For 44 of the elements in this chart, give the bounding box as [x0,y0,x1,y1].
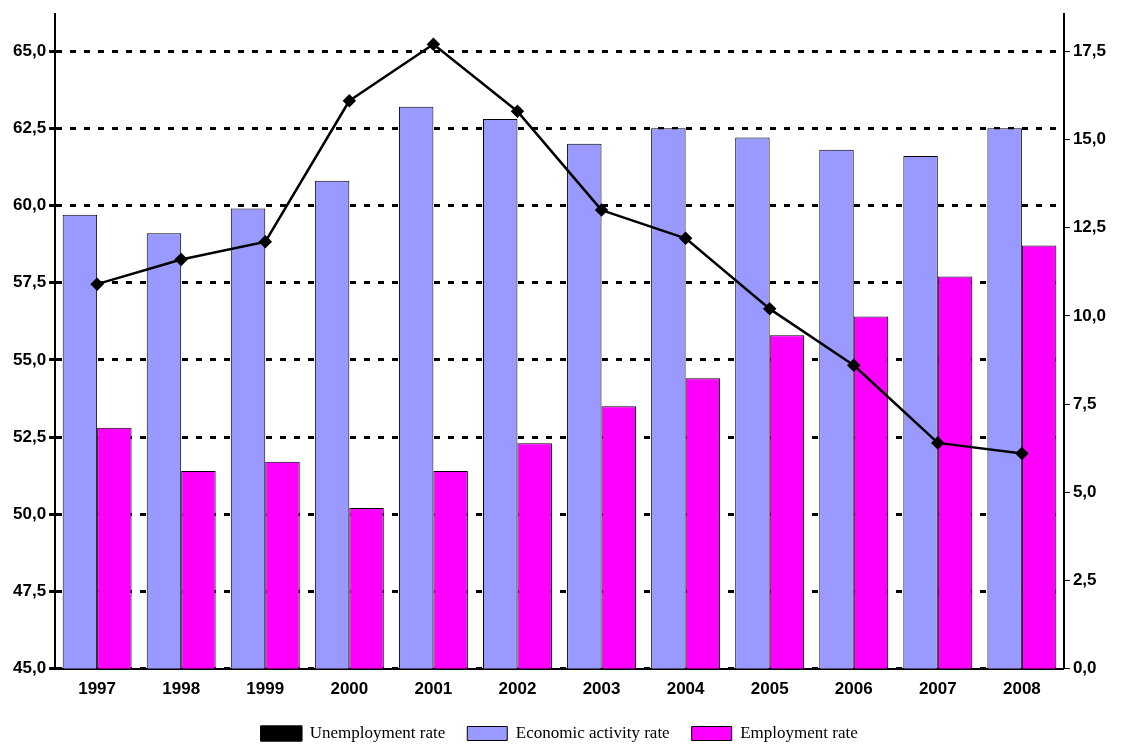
y2-tick-label: 12,5 [1072,217,1107,237]
point [343,94,356,108]
y2-tick-label: 17,5 [1072,41,1107,61]
y-tick-label: 55,0 [12,349,47,369]
point [174,253,188,266]
y-tick-label: 57,5 [12,272,47,292]
point [1015,447,1029,460]
point [259,235,272,249]
y2-tick-label: 2,5 [1072,570,1097,590]
y-tick-label: 60,0 [12,195,47,215]
x-tick-label: 2001 [414,679,453,699]
y-tick-label: 50,0 [12,503,47,523]
y2-tick-label: 10,0 [1072,305,1107,325]
x-tick-label: 2003 [582,679,621,699]
legend-label: Economic activity rate [515,722,670,742]
x-tick-label: 2006 [834,679,873,699]
point [90,277,104,291]
point [679,232,692,245]
x-tick-label: 2000 [330,679,369,699]
y-tick-label: 47,5 [12,581,47,601]
x-tick-label: 2007 [918,679,957,699]
legend-label: Unemployment rate [309,722,446,742]
y2-tick-label: 0,0 [1072,658,1097,678]
point [763,302,776,316]
y-tick-label: 65,0 [12,40,47,60]
y2-tick-label: 15,0 [1072,129,1107,149]
y-tick-label: 62,5 [12,117,47,137]
point [595,203,608,217]
point [931,436,945,450]
y-tick-label: 45,0 [12,658,47,678]
legend-label: Employment rate [740,722,858,742]
point [427,38,440,51]
y-tick-label: 52,5 [12,426,47,446]
x-tick-label: 2004 [666,679,706,699]
x-tick-label: 1998 [162,679,201,699]
point [847,359,860,372]
y2-tick-label: 5,0 [1072,481,1097,501]
point [511,105,524,118]
x-tick-label: 2002 [498,679,537,699]
x-tick-label: 1999 [246,679,285,699]
y2-tick-label: 7,5 [1072,393,1097,413]
x-tick-label: 1997 [78,679,117,699]
x-tick-label: 2005 [750,679,789,699]
x-tick-label: 2008 [1002,679,1041,699]
